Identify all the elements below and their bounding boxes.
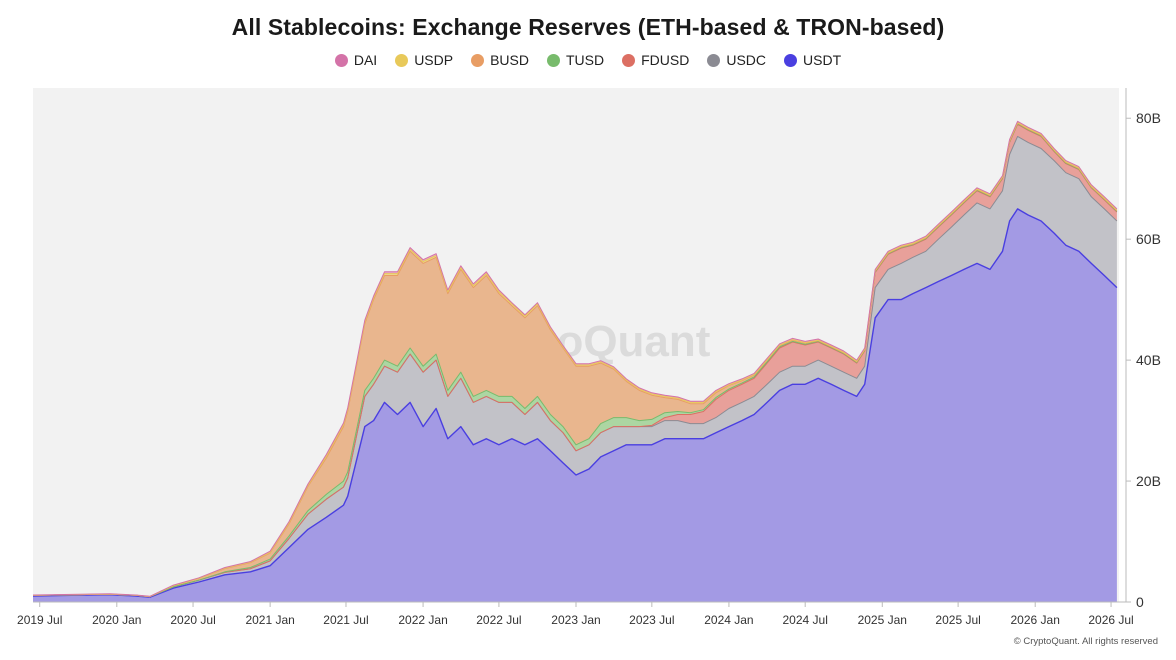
- legend-item-fdusd[interactable]: FDUSD: [622, 52, 689, 68]
- x-tick-label: 2021 Jan: [245, 613, 294, 627]
- x-tick-label: 2021 Jul: [323, 613, 368, 627]
- area-layers: [33, 121, 1117, 602]
- legend-swatch: [547, 53, 560, 67]
- legend-label: FDUSD: [641, 52, 690, 68]
- x-tick-label: 2022 Jul: [476, 613, 521, 627]
- x-tick-label: 2023 Jan: [551, 613, 600, 627]
- legend-swatch: [622, 53, 636, 67]
- legend-item-tusd[interactable]: TUSD: [547, 52, 604, 68]
- x-tick-label: 2024 Jul: [782, 613, 827, 627]
- series-line-usdt: [32, 208, 1118, 598]
- legend-swatch: [784, 53, 798, 67]
- legend-label: BUSD: [490, 52, 529, 68]
- x-tick-label: 2019 Jul: [17, 613, 62, 627]
- legend-item-usdp[interactable]: USDP: [395, 52, 453, 68]
- x-tick-label: 2025 Jan: [858, 613, 907, 627]
- legend-label: USDP: [414, 52, 454, 68]
- x-tick-label: 2026 Jan: [1011, 613, 1060, 627]
- x-axis-ticks: 2019 Jul 2020 Jan 2020 Jul 2021 Jan 2021 Jul…: [17, 602, 1134, 627]
- legend-label: USDC: [726, 52, 767, 68]
- legend-label: USDT: [803, 52, 842, 68]
- legend-swatch: [334, 53, 348, 67]
- x-tick-label: 2026 Jul: [1088, 613, 1133, 627]
- legend-item-dai[interactable]: DAI: [334, 52, 378, 68]
- x-tick-label: 2025 Jul: [935, 613, 980, 627]
- copyright-text: © CryptoQuant. All rights reserved: [1013, 636, 1158, 647]
- y-tick-label: 80B: [1136, 110, 1161, 126]
- legend-label: DAI: [353, 52, 378, 68]
- legend-swatch: [395, 53, 409, 67]
- legend-swatch: [707, 53, 721, 67]
- series-lines: [32, 120, 1118, 598]
- chart-legend: DAI USDP BUSD TUSD FDUSD USDC USDT: [0, 52, 1176, 68]
- y-tick-label: 20B: [1136, 473, 1161, 489]
- legend-item-usdc[interactable]: USDC: [707, 52, 766, 68]
- area-usdc: [33, 136, 1117, 598]
- y-tick-label: 0: [1136, 594, 1144, 610]
- area-usdt: [33, 208, 1117, 602]
- x-tick-label: 2024 Jan: [704, 613, 753, 627]
- chart-title: All Stablecoins: Exchange Reserves (ETH-…: [231, 14, 945, 40]
- x-tick-label: 2020 Jul: [170, 613, 215, 627]
- x-tick-label: 2022 Jan: [398, 613, 447, 627]
- x-tick-label: 2020 Jan: [92, 613, 141, 627]
- legend-item-usdt[interactable]: USDT: [784, 52, 841, 68]
- y-tick-label: 40B: [1136, 352, 1161, 368]
- x-tick-label: 2023 Jul: [629, 613, 674, 627]
- legend-swatch: [471, 53, 485, 67]
- legend-label: TUSD: [566, 52, 605, 68]
- series-line-usdp: [32, 122, 1118, 598]
- legend-item-busd[interactable]: BUSD: [471, 52, 529, 68]
- y-axis-ticks: 0 20B 40B 60B 80B: [1126, 110, 1161, 610]
- series-line-dai: [32, 120, 1118, 597]
- y-tick-label: 60B: [1136, 231, 1161, 247]
